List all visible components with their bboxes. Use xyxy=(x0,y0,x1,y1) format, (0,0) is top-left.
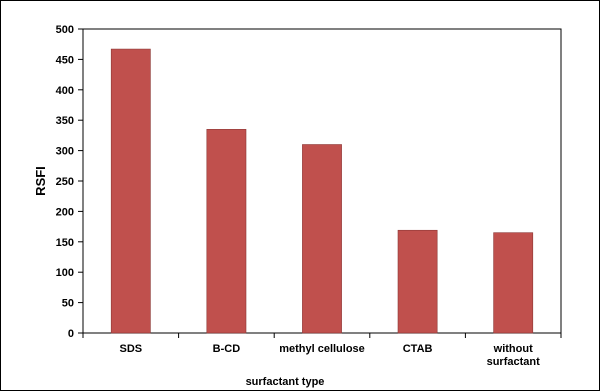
y-tick-label: 50 xyxy=(62,298,74,310)
bars xyxy=(110,48,534,334)
x-tick-label: SDS xyxy=(119,343,142,355)
y-tick-label: 0 xyxy=(68,328,74,340)
x-axis-title: surfactant type xyxy=(246,376,325,388)
y-tick-label: 150 xyxy=(56,237,74,249)
x-tick-label: surfactant xyxy=(487,356,541,368)
x-tick-label: without xyxy=(493,343,533,355)
bar xyxy=(493,232,534,334)
x-tick-label: methyl cellulose xyxy=(279,343,365,355)
x-tick-label: CTAB xyxy=(403,343,433,355)
y-tick-label: 450 xyxy=(56,54,74,66)
bar xyxy=(397,229,438,334)
y-tick-label: 350 xyxy=(56,115,74,127)
bar xyxy=(206,129,247,334)
bar xyxy=(110,48,151,334)
y-tick-label: 300 xyxy=(56,146,74,158)
x-tick-label: B-CD xyxy=(213,343,241,355)
y-axis-ticks: 0 50 100 150 200 250 300 350 400 450 500 xyxy=(56,24,83,340)
bar xyxy=(302,144,342,334)
y-tick-label: 200 xyxy=(56,206,74,218)
y-tick-label: 250 xyxy=(56,176,74,188)
y-axis-title: RSFI xyxy=(33,166,48,196)
x-axis-ticks: SDS B-CD methyl cellulose CTAB withoutsurfac… xyxy=(82,333,562,368)
y-tick-label: 500 xyxy=(56,24,74,36)
y-tick-label: 100 xyxy=(56,267,74,279)
y-tick-label: 400 xyxy=(56,85,74,97)
